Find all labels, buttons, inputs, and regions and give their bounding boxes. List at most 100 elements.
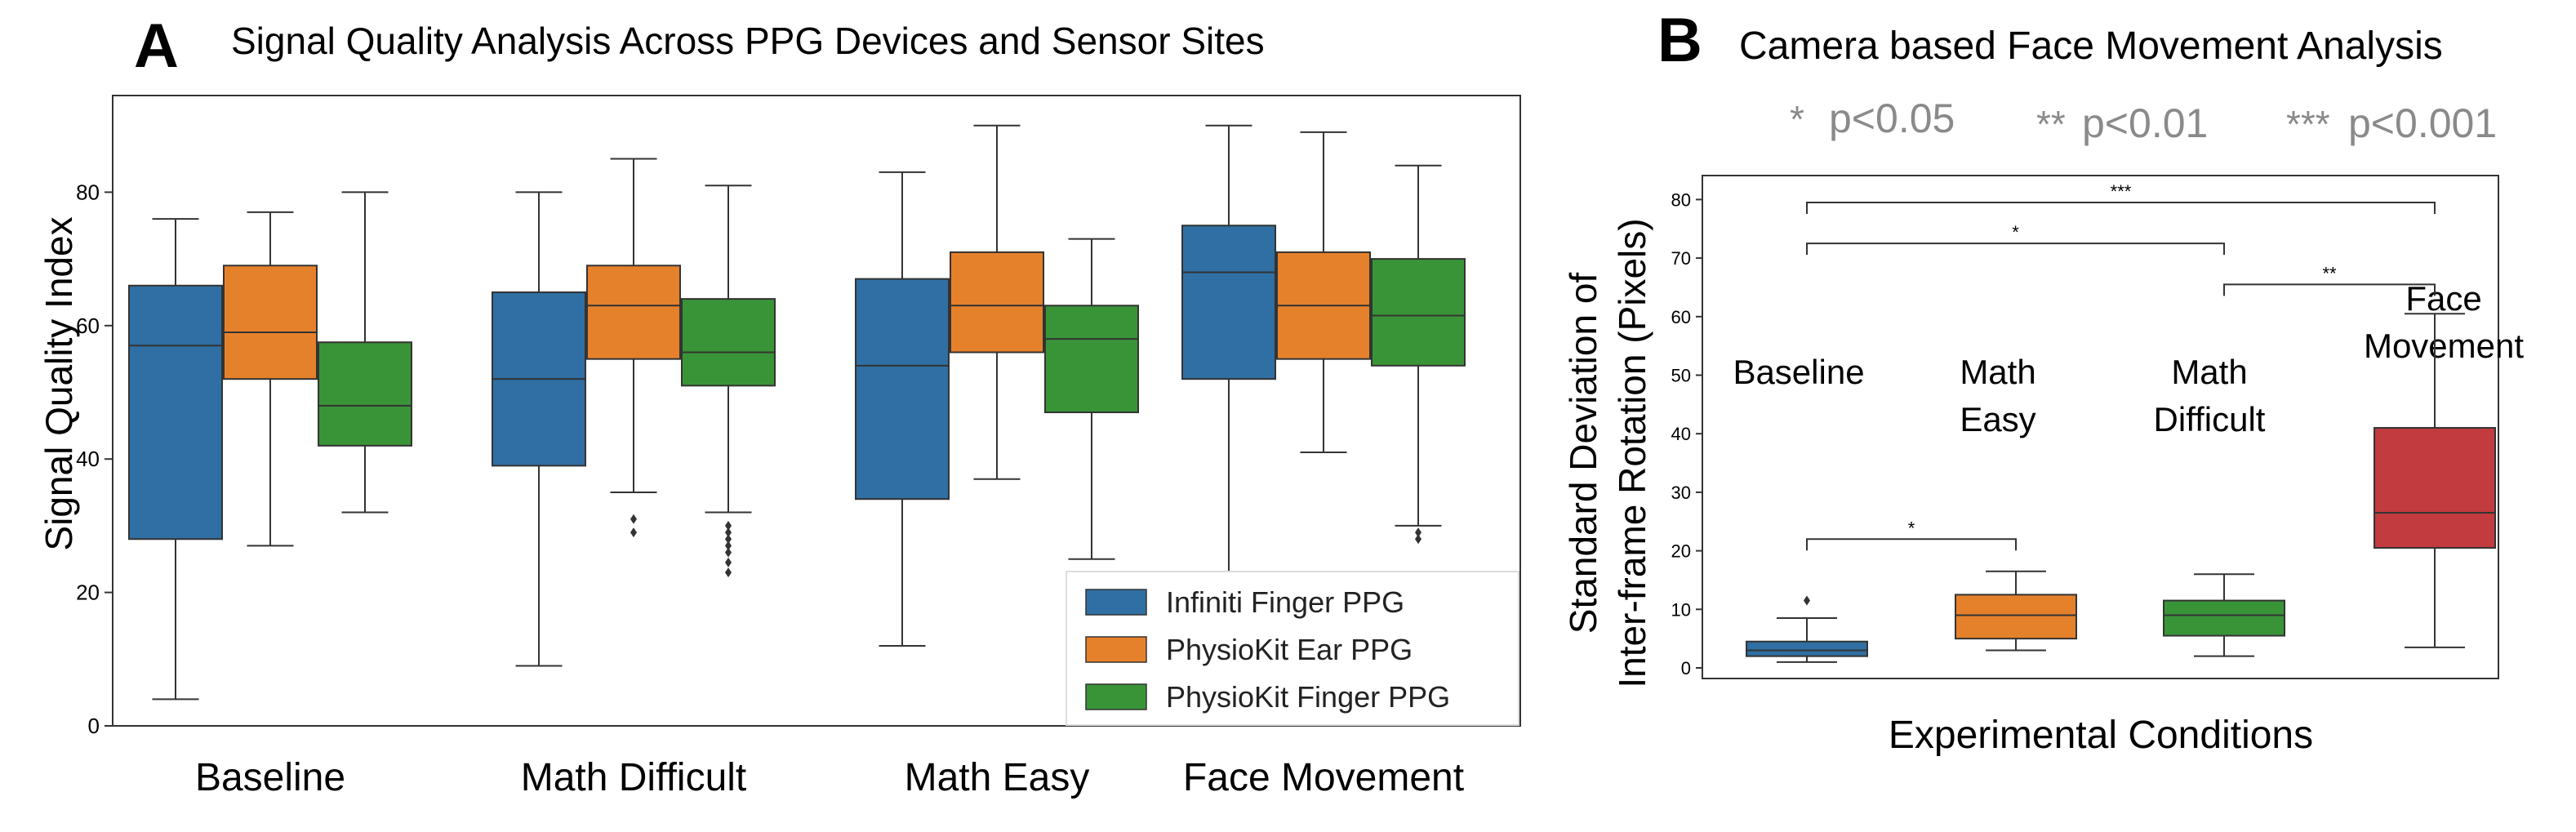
annotation-math-easy-line-2: Easy <box>1960 400 2035 438</box>
box-infiniti-finger-ppg-face-movement <box>1181 124 1276 581</box>
box-iqr <box>1955 594 2077 640</box>
flier-1 <box>630 514 637 524</box>
box-physiokit-ear-ppg-math-easy <box>950 124 1044 480</box>
y-tick-label-60: 60 <box>1671 307 1691 327</box>
significance-label-baseline-face-movement: *** <box>2111 181 2132 202</box>
significance-label-baseline-math-easy: * <box>1908 518 1915 538</box>
x-tick-label-math-easy: Math Easy <box>905 756 1090 799</box>
p-legend-stars-1: * <box>1790 98 1804 140</box>
flier-6 <box>725 520 732 531</box>
box-infiniti-finger-ppg-math-difficult <box>492 191 586 667</box>
y-tick-label-20: 20 <box>76 581 100 605</box>
panel-a-y-axis: 0 20 40 60 80 <box>76 180 113 738</box>
p-legend-text-3: p<0.001 <box>2348 100 2497 146</box>
panel-a-plot-frame <box>112 95 1521 727</box>
panel-a-boxes <box>128 124 1466 701</box>
annotation-math-difficult-line-2: Difficult <box>2154 400 2266 438</box>
x-tick-label-math-difficult: Math Difficult <box>521 756 747 799</box>
significance-bracket-baseline-math-difficult <box>1806 242 2225 256</box>
flier-0 <box>630 527 637 538</box>
panel-b-ylabel-line1: Standard Deviation of <box>1562 273 1604 634</box>
panel-b-ylabel-line2: Inter-frame Rotation (Pixels) <box>1611 218 1653 687</box>
y-tick-label-50: 50 <box>1671 366 1691 386</box>
panel-a-letter: A <box>134 11 179 81</box>
flier-0 <box>725 567 732 578</box>
legend-label-infiniti: Infiniti Finger PPG <box>1166 585 1404 619</box>
box-iqr <box>2163 599 2285 637</box>
panel-a-legend: Infiniti Finger PPG PhysioKit Ear PPG Ph… <box>1066 571 1519 726</box>
box-physiokit-finger-ppg-baseline <box>318 191 412 514</box>
box-iqr <box>586 265 681 360</box>
significance-bracket-baseline-math-easy <box>1806 538 2017 551</box>
flier-0 <box>1415 534 1421 545</box>
box-iqr <box>950 251 1044 354</box>
panel-a: A Signal Quality Analysis Across PPG Dev… <box>38 11 1521 799</box>
box-iqr <box>128 284 223 541</box>
panel-b-condition-annotations: Baseline Math Easy Math Difficult Face Movemen… <box>1733 279 2524 438</box>
p-legend-text-2: p<0.01 <box>2082 100 2208 146</box>
significance-bracket-baseline-face-movement <box>1806 201 2436 214</box>
box-physiokit-ear-ppg-math-difficult <box>586 158 681 538</box>
y-tick-label-0: 0 <box>1681 658 1691 679</box>
legend-swatch-infiniti <box>1085 589 1147 616</box>
legend-label-physiokit-ear: PhysioKit Ear PPG <box>1166 633 1413 666</box>
panel-a-x-tick-labels: Baseline Math Difficult Math Easy Face Move… <box>195 756 1464 799</box>
box-iqr <box>681 298 776 387</box>
box-physiokit-ear-ppg-face-movement <box>1276 131 1371 454</box>
y-tick-label-10: 10 <box>1671 599 1691 620</box>
p-legend-text-1: p<0.05 <box>1829 96 1955 141</box>
p-legend-stars-2: ** <box>2036 103 2066 145</box>
panel-b-letter: B <box>1657 6 1702 75</box>
box-iqr <box>223 265 318 380</box>
panel-a-title: Signal Quality Analysis Across PPG Devic… <box>231 20 1265 62</box>
box-iqr <box>1044 305 1139 414</box>
box-face-movement <box>2374 313 2496 648</box>
box-iqr <box>855 278 950 501</box>
box-iqr <box>318 341 412 447</box>
box-iqr <box>1746 640 1868 657</box>
panel-b: B Camera based Face Movement Analysis * … <box>1562 6 2524 757</box>
panel-b-y-axis: 0 10 20 30 40 50 60 70 80 <box>1671 189 1702 679</box>
legend-swatch-physiokit-finger <box>1085 683 1147 710</box>
box-baseline <box>1746 595 1868 663</box>
box-physiokit-finger-ppg-math-easy <box>1044 238 1139 560</box>
panel-b-significance: ******* <box>1806 181 2436 551</box>
flier-0 <box>1804 595 1810 606</box>
y-tick-label-20: 20 <box>1671 541 1691 562</box>
p-legend-stars-3: *** <box>2286 103 2330 145</box>
significance-bracket-math-difficult-face-movement <box>2223 283 2436 296</box>
flier-4 <box>725 534 732 545</box>
panel-b-title: Camera based Face Movement Analysis <box>1739 24 2443 68</box>
annotation-face-movement-line-2: Movement <box>2364 327 2524 365</box>
box-iqr <box>1371 258 1466 367</box>
y-tick-label-70: 70 <box>1671 248 1691 269</box>
flier-1 <box>725 557 732 567</box>
panel-b-xlabel: Experimental Conditions <box>1889 714 2313 757</box>
annotation-face-movement-line-1: Face <box>2405 279 2481 318</box>
panel-a-ylabel: Signal Quality Index <box>38 216 80 550</box>
y-tick-label-0: 0 <box>88 714 100 738</box>
flier-1 <box>1415 527 1421 538</box>
box-physiokit-finger-ppg-math-difficult <box>681 185 776 578</box>
y-tick-label-40: 40 <box>1671 424 1691 444</box>
box-physiokit-ear-ppg-baseline <box>223 211 318 547</box>
x-tick-label-face-movement: Face Movement <box>1183 756 1464 799</box>
box-infiniti-finger-ppg-math-easy <box>855 171 950 647</box>
box-iqr <box>1181 225 1276 380</box>
significance-label-math-difficult-face-movement: ** <box>2322 263 2337 283</box>
box-math-easy <box>1955 570 2077 652</box>
y-tick-label-80: 80 <box>1671 189 1691 210</box>
significance-label-baseline-math-difficult: * <box>2012 222 2019 242</box>
panel-b-boxes <box>1746 313 2496 663</box>
box-math-difficult <box>2163 573 2285 657</box>
y-tick-label-40: 40 <box>76 447 100 471</box>
annotation-math-difficult-line-1: Math <box>2171 353 2247 391</box>
legend-label-physiokit-finger: PhysioKit Finger PPG <box>1166 680 1450 714</box>
y-tick-label-80: 80 <box>76 180 100 204</box>
y-tick-label-30: 30 <box>1671 483 1691 503</box>
flier-3 <box>725 541 732 551</box>
flier-2 <box>725 547 732 558</box>
p-value-legend: * p<0.05 ** p<0.01 *** p<0.001 <box>1790 96 2497 146</box>
y-tick-label-60: 60 <box>76 314 100 338</box>
